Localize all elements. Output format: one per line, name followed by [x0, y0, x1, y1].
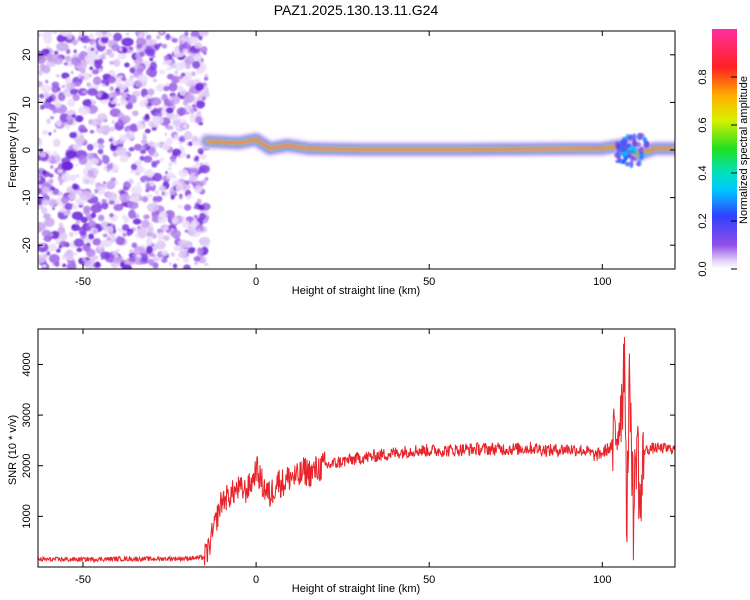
- colorbar-ticks: 0.0 0.2 0.4 0.6 0.8: [697, 69, 737, 277]
- spectrogram-y-label: Frequency (Hz): [7, 112, 19, 188]
- y-tick-label: -10: [21, 190, 33, 206]
- spectrogram-signal-band: [199, 131, 675, 169]
- spectrogram-panel: -50 0 50 100 -20 -10 0 10 20 Height of straight…: [7, 30, 676, 297]
- colorbar-label: Normalized spectral amplitude: [738, 76, 750, 224]
- spectrogram-y-ticks: -20 -10 0 10 20: [21, 49, 675, 253]
- x-tick-label: -50: [75, 574, 91, 586]
- snr-x-label: Height of straight line (km): [292, 583, 420, 595]
- colorbar: 0.0 0.2 0.4 0.6 0.8 Normalized spectral ampl…: [697, 29, 750, 277]
- spectrogram-x-label: Height of straight line (km): [292, 285, 420, 297]
- chart-title: PAZ1.2025.130.13.11.G24: [274, 2, 439, 18]
- y-tick-label: 4000: [21, 352, 33, 376]
- colorbar-tick-label: 0.4: [697, 165, 709, 180]
- y-tick-label: 2000: [21, 453, 33, 477]
- colorbar-gradient: [712, 29, 737, 269]
- x-tick-label: 100: [593, 574, 611, 586]
- y-tick-label: -20: [21, 237, 33, 253]
- snr-frame: [37, 328, 676, 568]
- y-tick-label: 1000: [21, 504, 33, 528]
- y-tick-label: 3000: [21, 403, 33, 427]
- colorbar-tick-label: 0.8: [697, 69, 709, 84]
- colorbar-tick-label: 0.0: [697, 261, 709, 276]
- x-tick-label: 0: [253, 276, 259, 288]
- snr-y-label: SNR (10 * v/v): [7, 415, 19, 485]
- spectrogram-x-ticks: -50 0 50 100: [75, 31, 611, 288]
- y-tick-label: 10: [21, 96, 33, 108]
- colorbar-tick-label: 0.6: [697, 117, 709, 132]
- y-tick-label: 0: [21, 147, 33, 153]
- snr-x-ticks: -50 0 50 100: [75, 329, 611, 586]
- snr-panel: -50 0 50 100 1000 2000 3000 4000 Height of str…: [7, 328, 676, 595]
- x-tick-label: 0: [253, 574, 259, 586]
- snr-y-ticks: 1000 2000 3000 4000: [21, 352, 675, 529]
- x-tick-label: 50: [423, 276, 435, 288]
- spectrogram-noise-region: [38, 31, 211, 269]
- x-tick-label: 50: [423, 574, 435, 586]
- colorbar-tick-label: 0.2: [697, 213, 709, 228]
- x-tick-label: -50: [75, 276, 91, 288]
- y-tick-label: 20: [21, 49, 33, 61]
- x-tick-label: 100: [593, 276, 611, 288]
- snr-series-line: [38, 337, 675, 566]
